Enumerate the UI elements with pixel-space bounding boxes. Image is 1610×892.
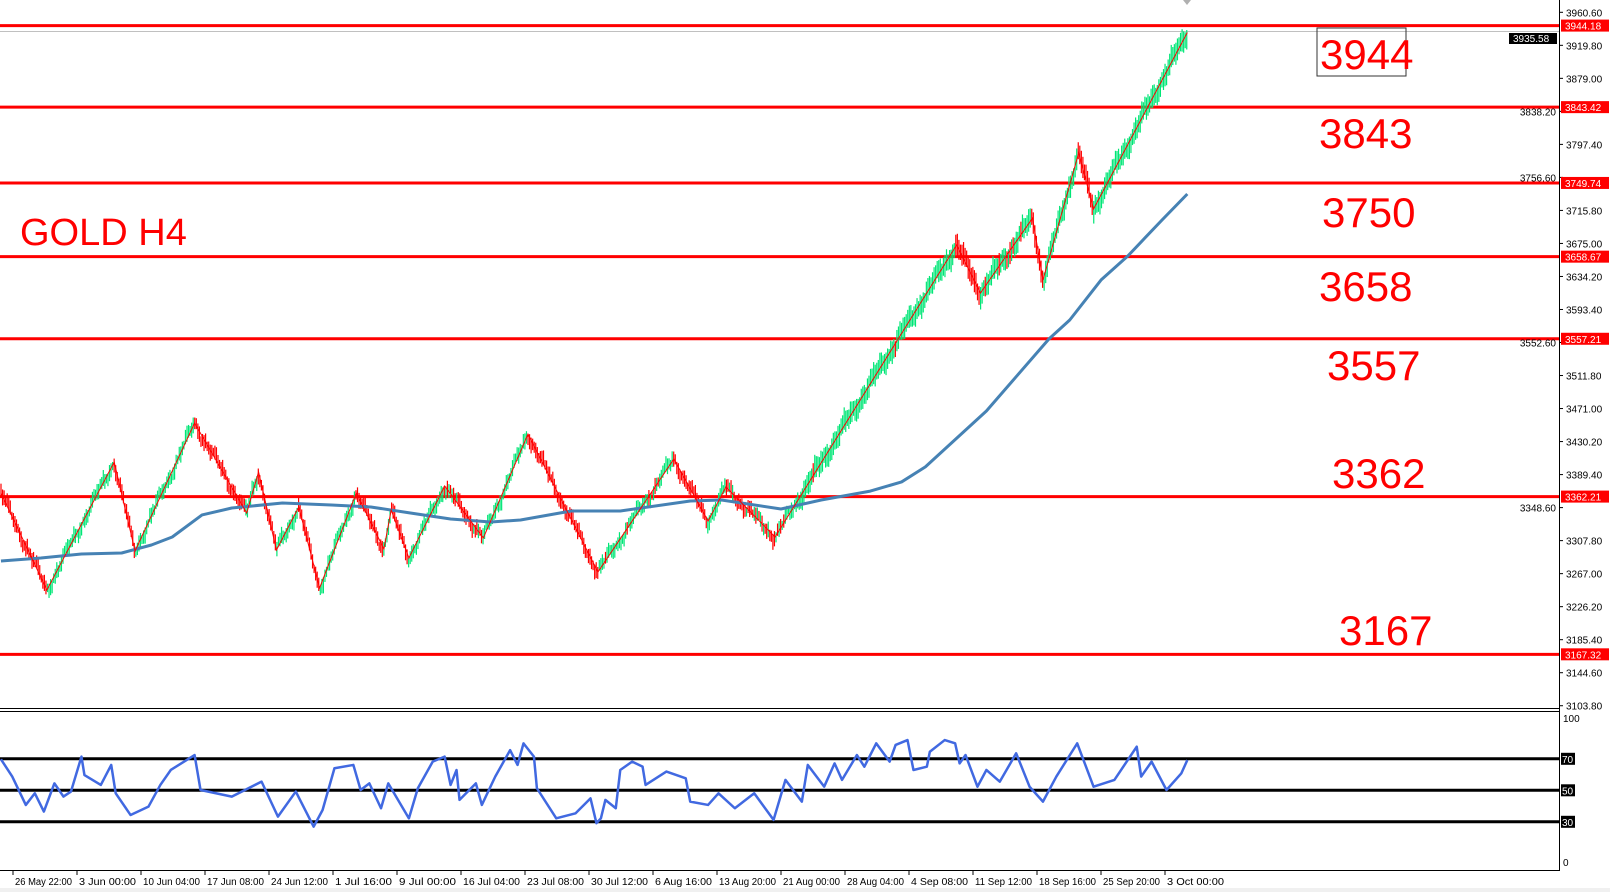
level-tag-value: 3749.74 [1565, 179, 1602, 190]
level-tag [1561, 176, 1609, 189]
price-tick-label: 3960.60 [1566, 8, 1603, 19]
time-tick-label: 10 Jun 04:00 [143, 877, 200, 888]
price-tick-label: 3715.80 [1566, 206, 1603, 217]
level-tag [1561, 19, 1609, 32]
oscillator-tick-label: 50 [1562, 786, 1574, 797]
chart-title: GOLD H4 [20, 212, 187, 254]
level-tag-value: 3658.67 [1565, 253, 1602, 264]
shift-marker-icon[interactable] [1183, 0, 1191, 5]
price-tick-label: 3226.20 [1566, 603, 1603, 614]
level-tag [1561, 490, 1609, 503]
price-axis-labels: 3960.60 3919.80 3879.00 3838.20 3797.40 3756.… [1520, 8, 1603, 712]
time-tick-label: 4 Sep 08:00 [911, 877, 968, 888]
moving-average-line [0, 192, 1189, 563]
price-tick-label: 3430.20 [1566, 438, 1603, 449]
oscillator-tick-label: 100 [1563, 714, 1580, 725]
zigzag-indicator [0, 32, 1188, 592]
price-tick-label: 3797.40 [1566, 140, 1603, 151]
time-tick-label: 9 Jul 00:00 [399, 877, 456, 888]
level-label: 3557 [1327, 342, 1420, 389]
level-tag-value: 3557.21 [1565, 335, 1602, 346]
time-tick-label: 16 Jul 04:00 [463, 877, 520, 888]
level-label: 3843 [1319, 110, 1412, 157]
price-tick-label: 3756.60 [1520, 173, 1557, 184]
level-label: 3362 [1332, 450, 1425, 497]
level-annotations: 3944 3843 3750 3658 3557 3362 3167 [1316, 27, 1432, 654]
price-tick-label: 3348.60 [1520, 504, 1557, 515]
level-tag-value: 3944.18 [1565, 22, 1602, 33]
time-tick-label: 21 Aug 00:00 [783, 877, 840, 888]
time-tick-label: 30 Jul 12:00 [591, 877, 648, 888]
level-tag [1561, 250, 1609, 263]
status-strip [0, 888, 1610, 892]
level-tag-value: 3362.21 [1565, 493, 1602, 504]
price-tick-label: 3552.60 [1520, 339, 1557, 350]
time-tick-label: 1 Jul 16:00 [335, 877, 392, 888]
oscillator-level-tag [1561, 815, 1575, 828]
time-tick-label: 3 Jun 00:00 [79, 877, 136, 888]
time-tick-label: 6 Aug 16:00 [655, 877, 712, 888]
price-tick-label: 3389.40 [1566, 471, 1603, 482]
level-tag-value: 3843.42 [1565, 103, 1602, 114]
price-tick-label: 3838.20 [1520, 107, 1557, 118]
oscillator-axis-labels: 100 70 50 30 0 [1561, 714, 1580, 869]
price-bars [0, 29, 1188, 598]
price-tick-label: 3103.80 [1566, 702, 1603, 713]
level-tag-value: 3167.32 [1565, 650, 1602, 661]
moving-average [0, 192, 1189, 563]
oscillator-line [0, 738, 1189, 828]
time-tick-label: 18 Sep 16:00 [1039, 877, 1096, 888]
level-tag [1561, 648, 1609, 661]
oscillator-tick-label: 0 [1563, 858, 1569, 869]
price-tick-label: 3675.00 [1566, 239, 1603, 250]
time-tick-label: 11 Sep 12:00 [975, 877, 1032, 888]
support-resistance-levels [0, 24, 1560, 656]
time-tick-label: 25 Sep 20:00 [1103, 877, 1160, 888]
price-tick-label: 3185.40 [1566, 636, 1603, 647]
oscillator-tick-label: 70 [1562, 755, 1574, 766]
price-tick-label: 3144.60 [1566, 669, 1603, 680]
price-tick-label: 3511.80 [1566, 372, 1602, 383]
level-label: 3750 [1322, 189, 1415, 236]
time-tick-label: 26 May 22:00 [15, 877, 72, 888]
level-label: 3658 [1319, 263, 1412, 310]
time-tick-label: 13 Aug 20:00 [719, 877, 776, 888]
price-tick-label: 3634.20 [1566, 272, 1603, 283]
time-tick-label: 23 Jul 08:00 [527, 877, 584, 888]
oscillator-level-tag [1561, 752, 1575, 765]
price-tick-label: 3879.00 [1566, 74, 1603, 85]
time-axis-labels: 26 May 22:00 3 Jun 00:00 10 Jun 04:00 17 Ju… [12, 870, 1224, 888]
zigzag-line [0, 32, 1188, 592]
time-tick-label: 3 Oct 00:00 [1167, 877, 1224, 888]
time-tick-label: 17 Jun 08:00 [207, 877, 264, 888]
oscillator-series-line [0, 738, 1189, 828]
price-tick-label: 3471.00 [1566, 405, 1603, 416]
oscillator-tick-label: 30 [1562, 818, 1574, 829]
level-tag [1561, 332, 1609, 345]
price-tick-label: 3593.40 [1566, 305, 1603, 316]
time-tick-label: 24 Jun 12:00 [271, 877, 328, 888]
price-tick-label: 3919.80 [1566, 41, 1603, 52]
price-tick-label: 3307.80 [1566, 537, 1603, 548]
current-price-tag: 3935.58 [1509, 33, 1557, 45]
time-tick-label: 28 Aug 04:00 [847, 877, 904, 888]
oscillator-level-tag [1561, 784, 1575, 797]
level-price-tags: 3944.18 3843.42 3749.74 3658.67 3557.21 3362.… [1561, 19, 1609, 661]
level-label: 3944 [1320, 31, 1413, 78]
level-label-box [1316, 27, 1407, 77]
level-tag [1561, 101, 1609, 114]
level-label: 3167 [1339, 607, 1432, 654]
price-tick-label: 3267.00 [1566, 570, 1603, 581]
oscillator-levels [0, 757, 1560, 824]
current-price-value: 3935.58 [1513, 34, 1550, 45]
